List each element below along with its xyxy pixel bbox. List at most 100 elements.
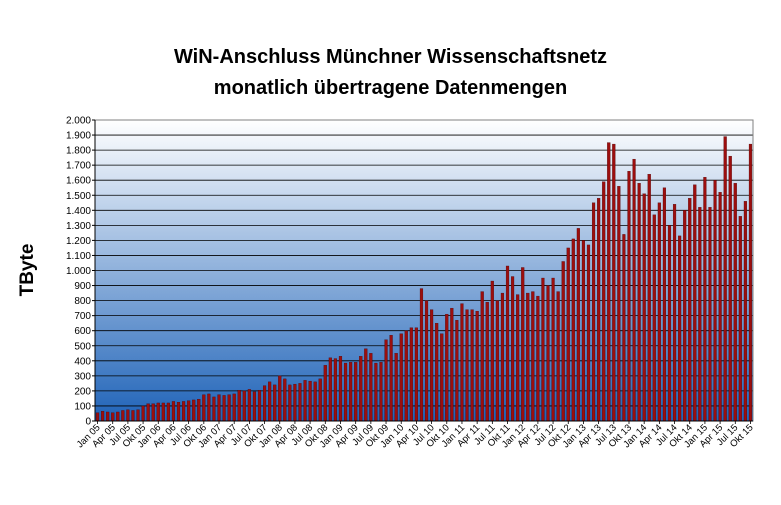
bar xyxy=(591,202,596,422)
y-tick-label: 1.500 xyxy=(66,191,91,202)
y-tick-label: 1.100 xyxy=(66,251,91,262)
bar xyxy=(257,389,262,422)
bar xyxy=(698,207,702,422)
bar xyxy=(192,399,196,422)
bar xyxy=(111,412,115,422)
bar xyxy=(586,244,591,422)
bar xyxy=(227,394,231,422)
bar xyxy=(419,288,424,422)
bar xyxy=(612,143,616,422)
bar xyxy=(632,158,636,422)
bar xyxy=(268,381,272,422)
bar xyxy=(440,333,444,422)
bar xyxy=(531,291,535,422)
y-tick-label: 500 xyxy=(74,341,91,352)
bar xyxy=(303,380,307,422)
bar xyxy=(738,216,742,422)
bar xyxy=(475,310,479,422)
chart-title-line-2: monatlich übertragene Datenmengen xyxy=(213,77,568,99)
bar xyxy=(662,187,666,422)
bar xyxy=(349,362,353,422)
bar xyxy=(642,193,646,422)
bar xyxy=(546,285,550,422)
bar xyxy=(252,391,257,422)
bar xyxy=(318,378,322,422)
bar xyxy=(728,155,732,422)
bar xyxy=(566,247,570,422)
y-tick-label: 400 xyxy=(74,356,91,367)
bar xyxy=(338,356,343,422)
bar xyxy=(328,357,332,422)
y-tick-label: 200 xyxy=(74,386,91,397)
y-tick-label: 1.400 xyxy=(66,206,91,217)
bar xyxy=(556,291,560,422)
bar xyxy=(333,358,337,422)
bar xyxy=(379,362,383,422)
bar xyxy=(106,411,110,422)
bar xyxy=(171,401,176,422)
chart-title-line-1: WiN-Anschluss Münchner Wissenschaftsnetz xyxy=(173,46,608,68)
bar xyxy=(283,378,287,422)
bar xyxy=(627,171,631,422)
bar xyxy=(490,280,494,422)
bar xyxy=(688,198,692,422)
bar xyxy=(369,353,373,422)
bar xyxy=(242,390,246,422)
bar xyxy=(156,402,160,422)
bar xyxy=(161,402,165,422)
bar xyxy=(374,362,378,422)
bar xyxy=(435,323,439,422)
bar xyxy=(465,309,469,422)
bar xyxy=(121,410,125,422)
bar xyxy=(430,309,434,422)
bar xyxy=(293,383,297,422)
y-tick-label: 1.600 xyxy=(66,176,91,187)
bar xyxy=(657,202,661,422)
y-tick-labels: 0 100 200 300 400 500 600 700 800 900 1.000 1.100 1.… xyxy=(66,116,91,428)
bar xyxy=(288,384,292,422)
bar xyxy=(723,136,727,422)
bar xyxy=(394,353,398,422)
bar xyxy=(708,207,712,422)
bar xyxy=(182,401,186,422)
bar xyxy=(460,303,464,422)
bar xyxy=(101,411,105,422)
bar xyxy=(561,261,565,422)
bar xyxy=(389,335,393,422)
bar xyxy=(217,394,221,422)
bar xyxy=(521,267,525,422)
bar xyxy=(450,307,454,422)
bar xyxy=(445,313,449,422)
bar xyxy=(480,291,484,422)
bar xyxy=(505,265,510,422)
bar xyxy=(576,228,580,422)
bar xyxy=(511,276,515,422)
bar xyxy=(551,277,555,422)
bar xyxy=(622,234,626,422)
bar xyxy=(718,192,722,422)
bar xyxy=(748,143,753,422)
y-tick-label: 1.000 xyxy=(66,266,91,277)
y-tick-label: 600 xyxy=(74,326,91,337)
bar xyxy=(359,356,363,422)
y-tick-label: 1.200 xyxy=(66,236,91,247)
bar xyxy=(399,333,403,422)
bar xyxy=(232,393,236,422)
bar xyxy=(526,292,530,422)
y-tick-label: 1.900 xyxy=(66,131,91,142)
bar xyxy=(541,277,545,422)
y-tick-label: 1.800 xyxy=(66,146,91,157)
bar xyxy=(298,383,302,422)
bar xyxy=(743,201,747,422)
bar xyxy=(597,198,601,422)
bar xyxy=(354,362,358,422)
bar xyxy=(202,394,206,422)
bar xyxy=(384,339,388,422)
bar xyxy=(222,395,226,422)
bar xyxy=(516,294,520,422)
bar xyxy=(678,235,682,422)
bar xyxy=(323,365,327,422)
bar xyxy=(672,204,677,422)
bar xyxy=(95,412,100,422)
